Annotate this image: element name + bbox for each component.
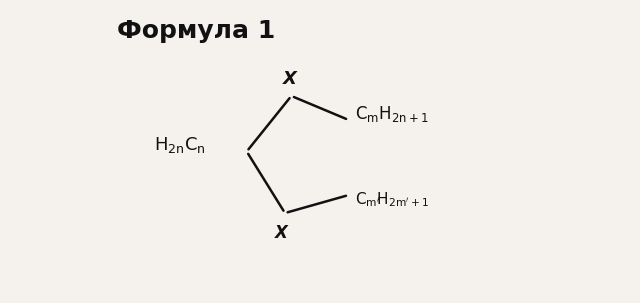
Text: $\mathsf{C_{m'}\!H_{2m'+1}}$: $\mathsf{C_{m'}\!H_{2m'+1}}$ bbox=[355, 190, 429, 209]
Text: X: X bbox=[283, 70, 297, 88]
Text: X: X bbox=[275, 224, 288, 241]
Text: $\mathsf{C_m H_{2n+1}}$: $\mathsf{C_m H_{2n+1}}$ bbox=[355, 104, 429, 124]
Text: Формула 1: Формула 1 bbox=[116, 19, 275, 43]
Text: $\mathsf{H_{2n}C_n}$: $\mathsf{H_{2n}C_n}$ bbox=[154, 135, 206, 155]
